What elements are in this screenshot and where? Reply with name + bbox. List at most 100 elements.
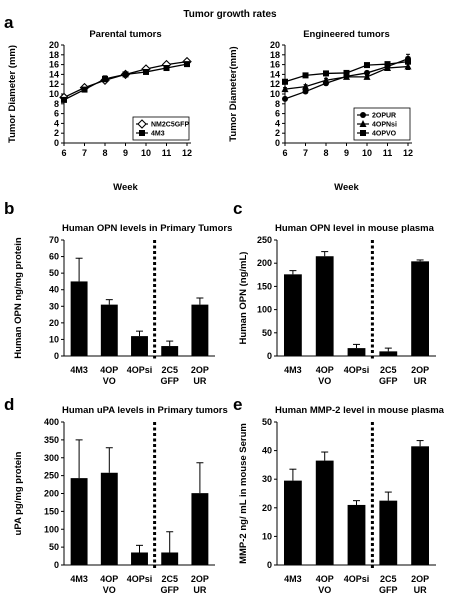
y-tick-label: 200 [257, 258, 272, 268]
data-point [302, 88, 309, 95]
x-tick-label: 8 [102, 148, 107, 158]
y-tick-label: 150 [44, 506, 59, 516]
series-NM2C5GFP [59, 56, 192, 103]
bar [347, 504, 366, 565]
x-tick-label: UR [414, 585, 427, 595]
legend-label: 4OPNsi [372, 122, 397, 129]
x-tick-label: UR [193, 376, 206, 386]
bar [191, 304, 209, 356]
panel-label-c: c [233, 199, 242, 218]
x-tick-label: 7 [303, 148, 308, 158]
data-point [364, 62, 370, 69]
data-point [281, 85, 289, 93]
x-tick-label: GFP [160, 585, 179, 595]
x-tick-label: 4OP [100, 365, 118, 375]
y-tick-label: 8 [54, 99, 59, 109]
y-tick-label: 12 [270, 79, 280, 89]
y-tick-label: 0 [54, 351, 59, 361]
legend: 2OPUR 4OPNsi 4OPVO [353, 107, 411, 141]
data-point [302, 82, 309, 90]
y-tick-label: 20 [262, 503, 272, 513]
data-point [363, 72, 371, 80]
chart-a2: Engineered tumors02468101214161820Tumor … [228, 29, 413, 193]
x-tick-label: 4OPsi [344, 574, 370, 584]
data-point [405, 58, 411, 65]
x-tick-label: 12 [182, 148, 192, 158]
bar [100, 304, 118, 356]
data-point [404, 62, 412, 70]
chart-d: Human uPA levels in Primary tumors 0 50 100… [13, 405, 228, 595]
panel-label-a: a [4, 13, 14, 32]
bar [315, 256, 334, 356]
chart-c: Human OPN level in mouse plasma 0 50 100 150… [238, 223, 436, 386]
x-tick-label: 2OP [191, 574, 209, 584]
y-tick-label: 250 [44, 471, 59, 481]
bar [100, 472, 118, 565]
data-point [143, 68, 149, 75]
y-tick-label: 250 [257, 235, 272, 245]
series-4OPNsi [281, 62, 412, 93]
y-tick-label: 100 [257, 305, 272, 315]
y-tick-label: 50 [49, 542, 59, 552]
x-tick-label: GFP [379, 585, 398, 595]
x-tick-label: 2OP [411, 574, 429, 584]
x-tick-label: 9 [123, 148, 128, 158]
y-tick-label: 12 [49, 79, 59, 89]
x-tick-label: VO [318, 376, 331, 386]
chart-title: Human MMP-2 level in mouse plasma [275, 405, 445, 416]
bar [161, 552, 179, 565]
y-tick-label: 100 [44, 524, 59, 534]
panel-label-b: b [4, 199, 14, 218]
x-tick-label: 4M3 [284, 365, 302, 375]
x-tick-label: 2OP [191, 365, 209, 375]
x-tick-label: 9 [344, 148, 349, 158]
x-tick-label: 8 [323, 148, 328, 158]
legend-marker [360, 130, 366, 136]
x-tick-label: 10 [141, 148, 151, 158]
x-tick-label: 2C5 [161, 365, 178, 375]
x-tick-label: 10 [362, 148, 372, 158]
data-point [122, 71, 129, 78]
x-tick-label: 11 [162, 148, 172, 158]
x-tick-label: 4OPsi [344, 365, 370, 375]
chart-title: Engineered tumors [303, 29, 390, 40]
y-tick-label: 400 [44, 417, 59, 427]
bar [283, 480, 302, 565]
y-tick-label: 0 [267, 560, 272, 570]
y-tick-label: 40 [262, 446, 272, 456]
legend-marker [137, 119, 147, 129]
y-tick-label: 10 [262, 531, 272, 541]
y-tick-label: 10 [270, 89, 280, 99]
y-tick-label: 200 [44, 489, 59, 499]
data-point [102, 75, 108, 82]
y-tick-label: 30 [262, 474, 272, 484]
data-point [61, 96, 67, 103]
y-tick-label: 8 [275, 99, 280, 109]
y-tick-label: 150 [257, 281, 272, 291]
legend: NM2C5GFP 4M3 [132, 116, 189, 141]
y-tick-label: 4 [54, 118, 59, 128]
x-tick-label: GFP [379, 376, 398, 386]
bar [411, 446, 430, 565]
y-tick-label: 20 [49, 40, 59, 50]
data-point [384, 61, 391, 68]
y-tick-label: 18 [49, 50, 59, 60]
y-tick-label: 18 [270, 50, 280, 60]
x-tick-label: 7 [82, 148, 87, 158]
legend-label: 2OPUR [372, 113, 396, 120]
bar [379, 500, 398, 565]
y-tick-label: 2 [275, 128, 280, 138]
y-tick-label: 6 [275, 109, 280, 119]
legend-label: 4M3 [151, 131, 165, 138]
y-axis-label: Tumor Diameter (mm) [7, 45, 18, 143]
legend-marker [359, 120, 367, 127]
y-tick-label: 0 [54, 138, 59, 148]
y-tick-label: 20 [270, 40, 280, 50]
bar [411, 261, 430, 356]
data-point [282, 78, 288, 85]
y-tick-label: 6 [54, 109, 59, 119]
bar [131, 336, 148, 356]
x-tick-label: VO [103, 585, 116, 595]
y-tick-label: 14 [49, 69, 59, 79]
